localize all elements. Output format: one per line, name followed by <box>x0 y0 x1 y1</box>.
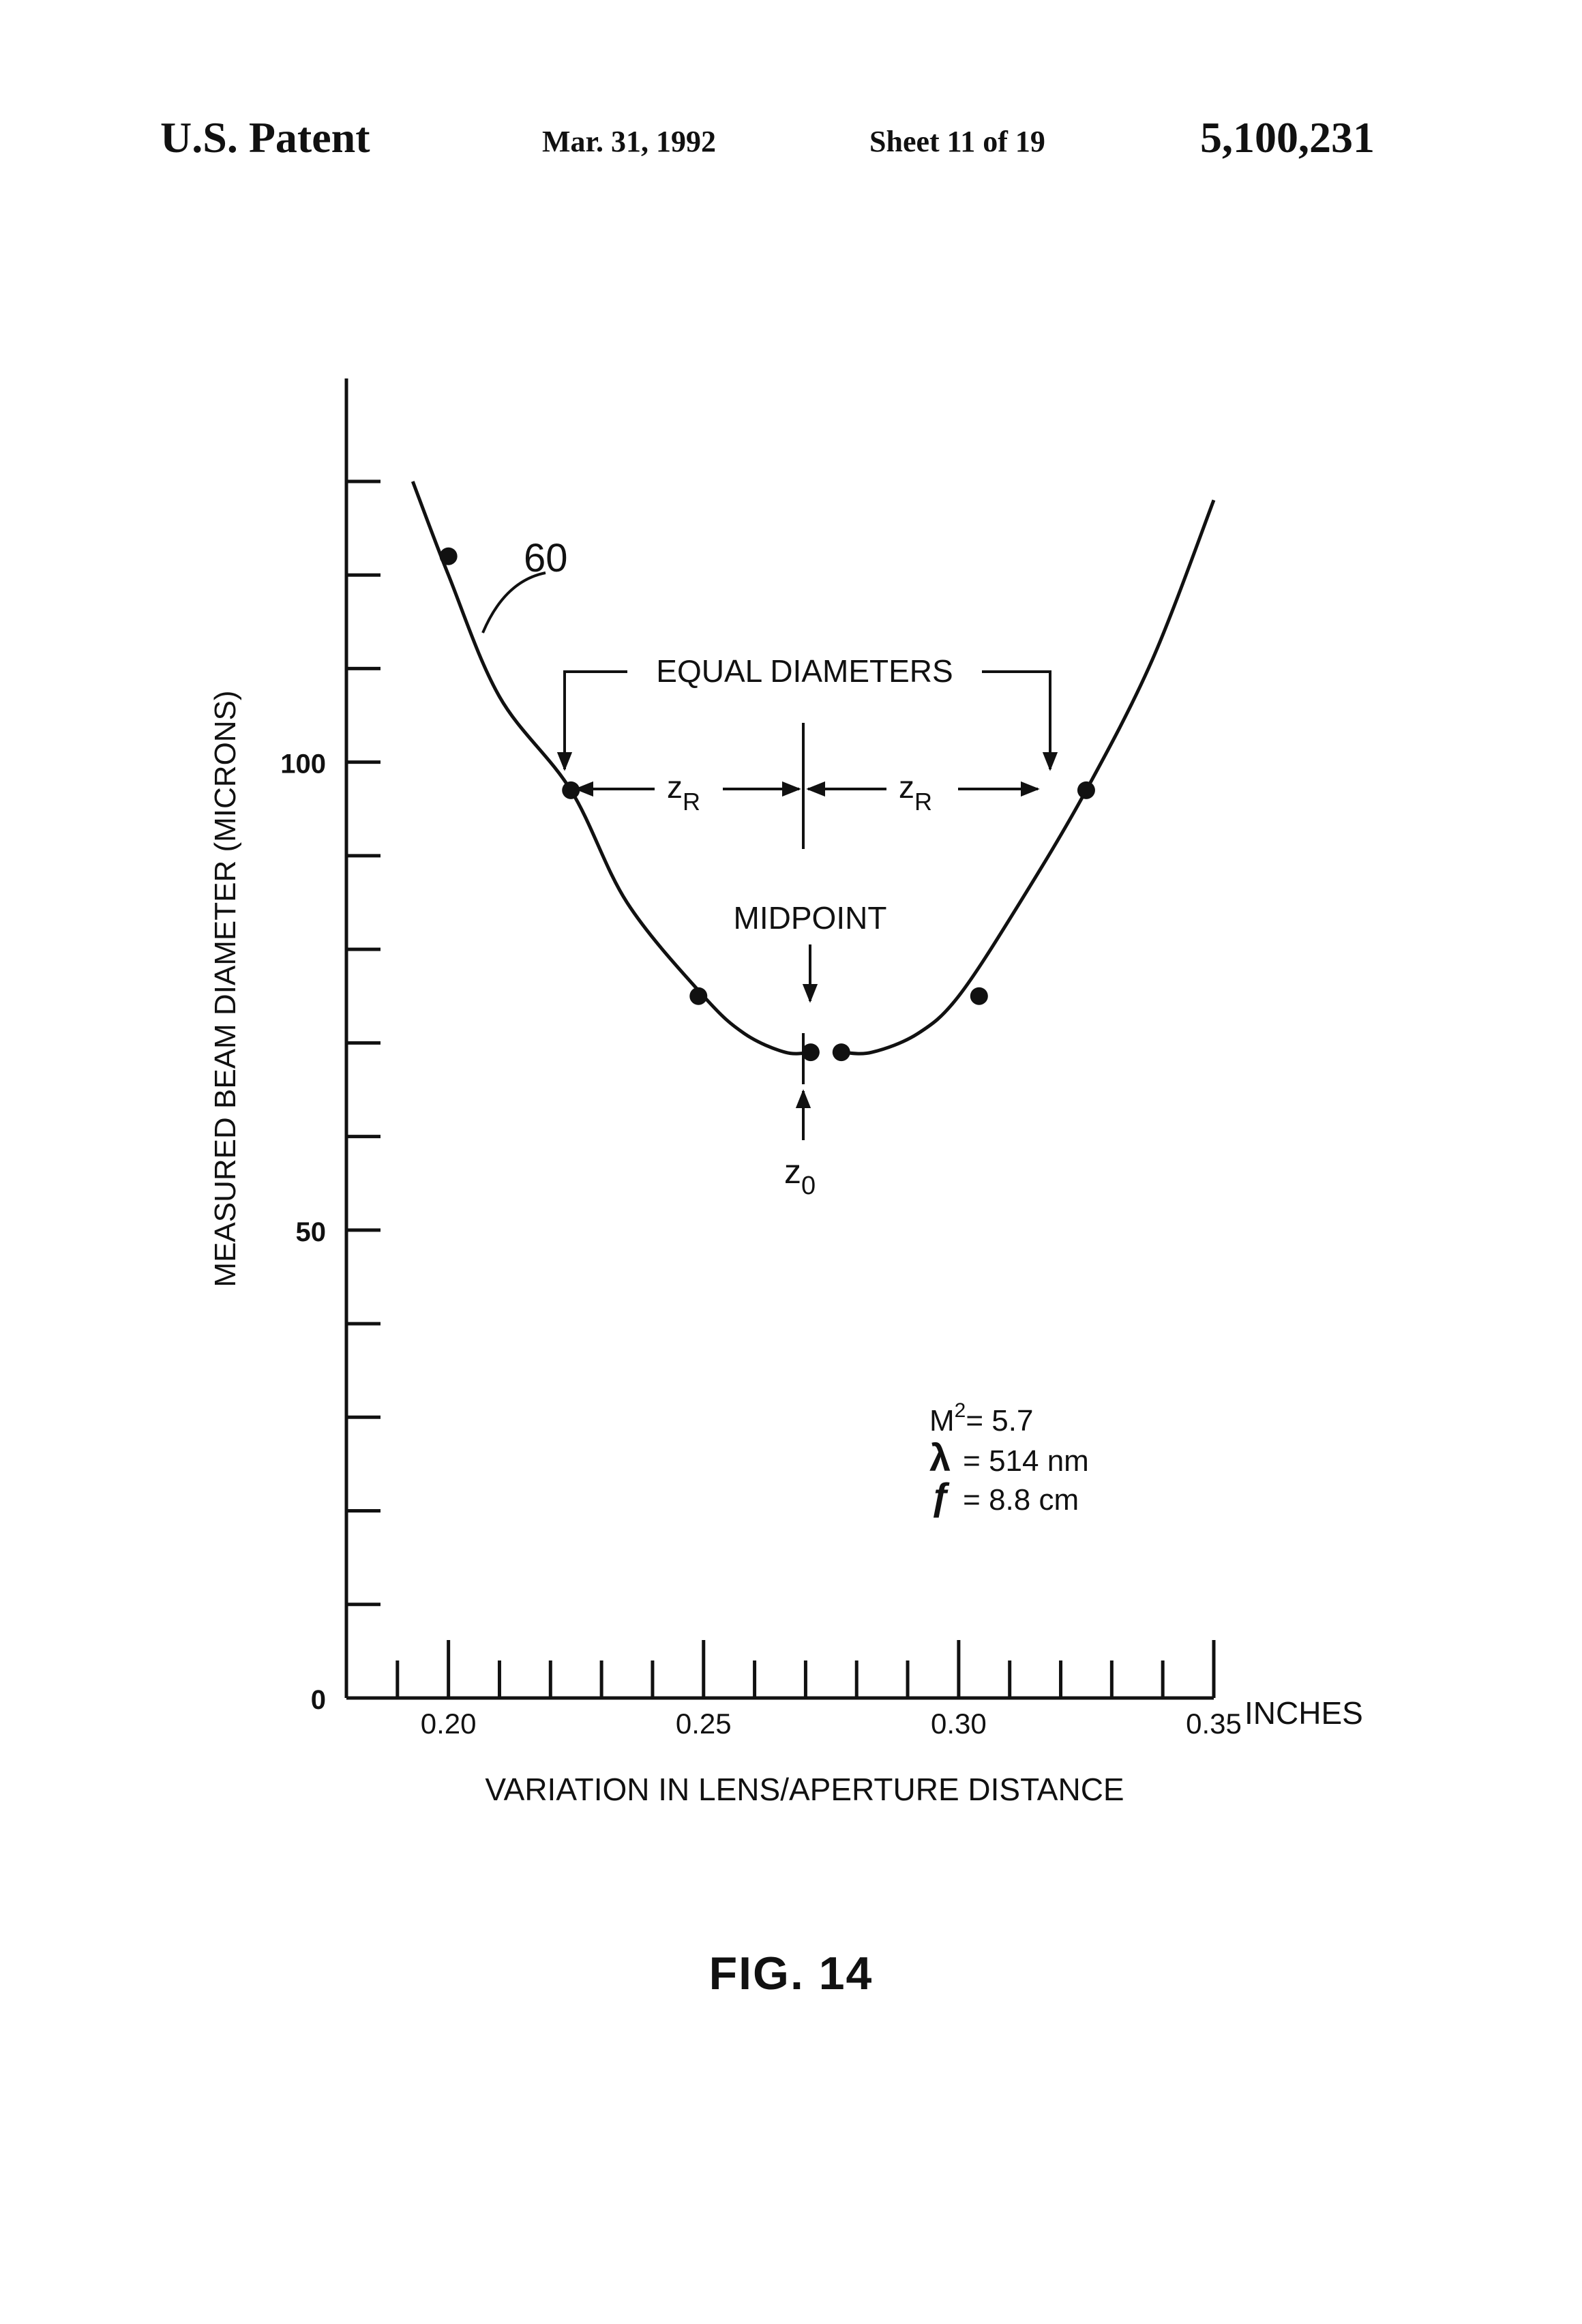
x-tick-label: 0.30 <box>931 1708 987 1740</box>
equal-diameters-bracket-right <box>982 672 1050 769</box>
data-point <box>440 548 458 565</box>
curve-label-leader <box>483 573 546 633</box>
figure-label: FIG. 14 <box>0 1947 1582 2000</box>
legend-m2: M2= 5.7 <box>929 1399 1033 1437</box>
midpoint-label: MIDPOINT <box>734 900 887 936</box>
x-axis-unit: INCHES <box>1244 1695 1363 1731</box>
curve-label: 60 <box>524 536 568 580</box>
z0-label: z0 <box>784 1152 816 1200</box>
legend-focal: ƒ= 8.8 cm <box>929 1475 1079 1518</box>
data-point <box>689 987 707 1005</box>
data-point <box>1077 781 1095 799</box>
y-tick-label: 0 <box>311 1685 326 1715</box>
y-tick-label: 100 <box>280 749 326 779</box>
x-tick-label: 0.25 <box>676 1708 732 1740</box>
legend-wavelength: λ= 514 nm <box>929 1436 1089 1479</box>
x-tick-label: 0.20 <box>421 1708 477 1740</box>
curve-left-branch <box>413 481 811 1054</box>
curve-right-branch <box>841 500 1214 1054</box>
data-point <box>970 987 988 1005</box>
zr-left-label: zR <box>667 769 700 816</box>
x-tick-label: 0.35 <box>1186 1708 1242 1740</box>
data-point <box>833 1043 850 1061</box>
zr-right-label: zR <box>899 769 932 816</box>
y-axis-title: MEASURED BEAM DIAMETER (MICRONS) <box>209 690 242 1287</box>
y-tick-label: 50 <box>296 1217 327 1247</box>
x-axis-title: VARIATION IN LENS/APERTURE DISTANCE <box>485 1772 1124 1807</box>
equal-diameters-bracket-left <box>565 672 627 769</box>
equal-diameters-label: EQUAL DIAMETERS <box>656 653 953 689</box>
